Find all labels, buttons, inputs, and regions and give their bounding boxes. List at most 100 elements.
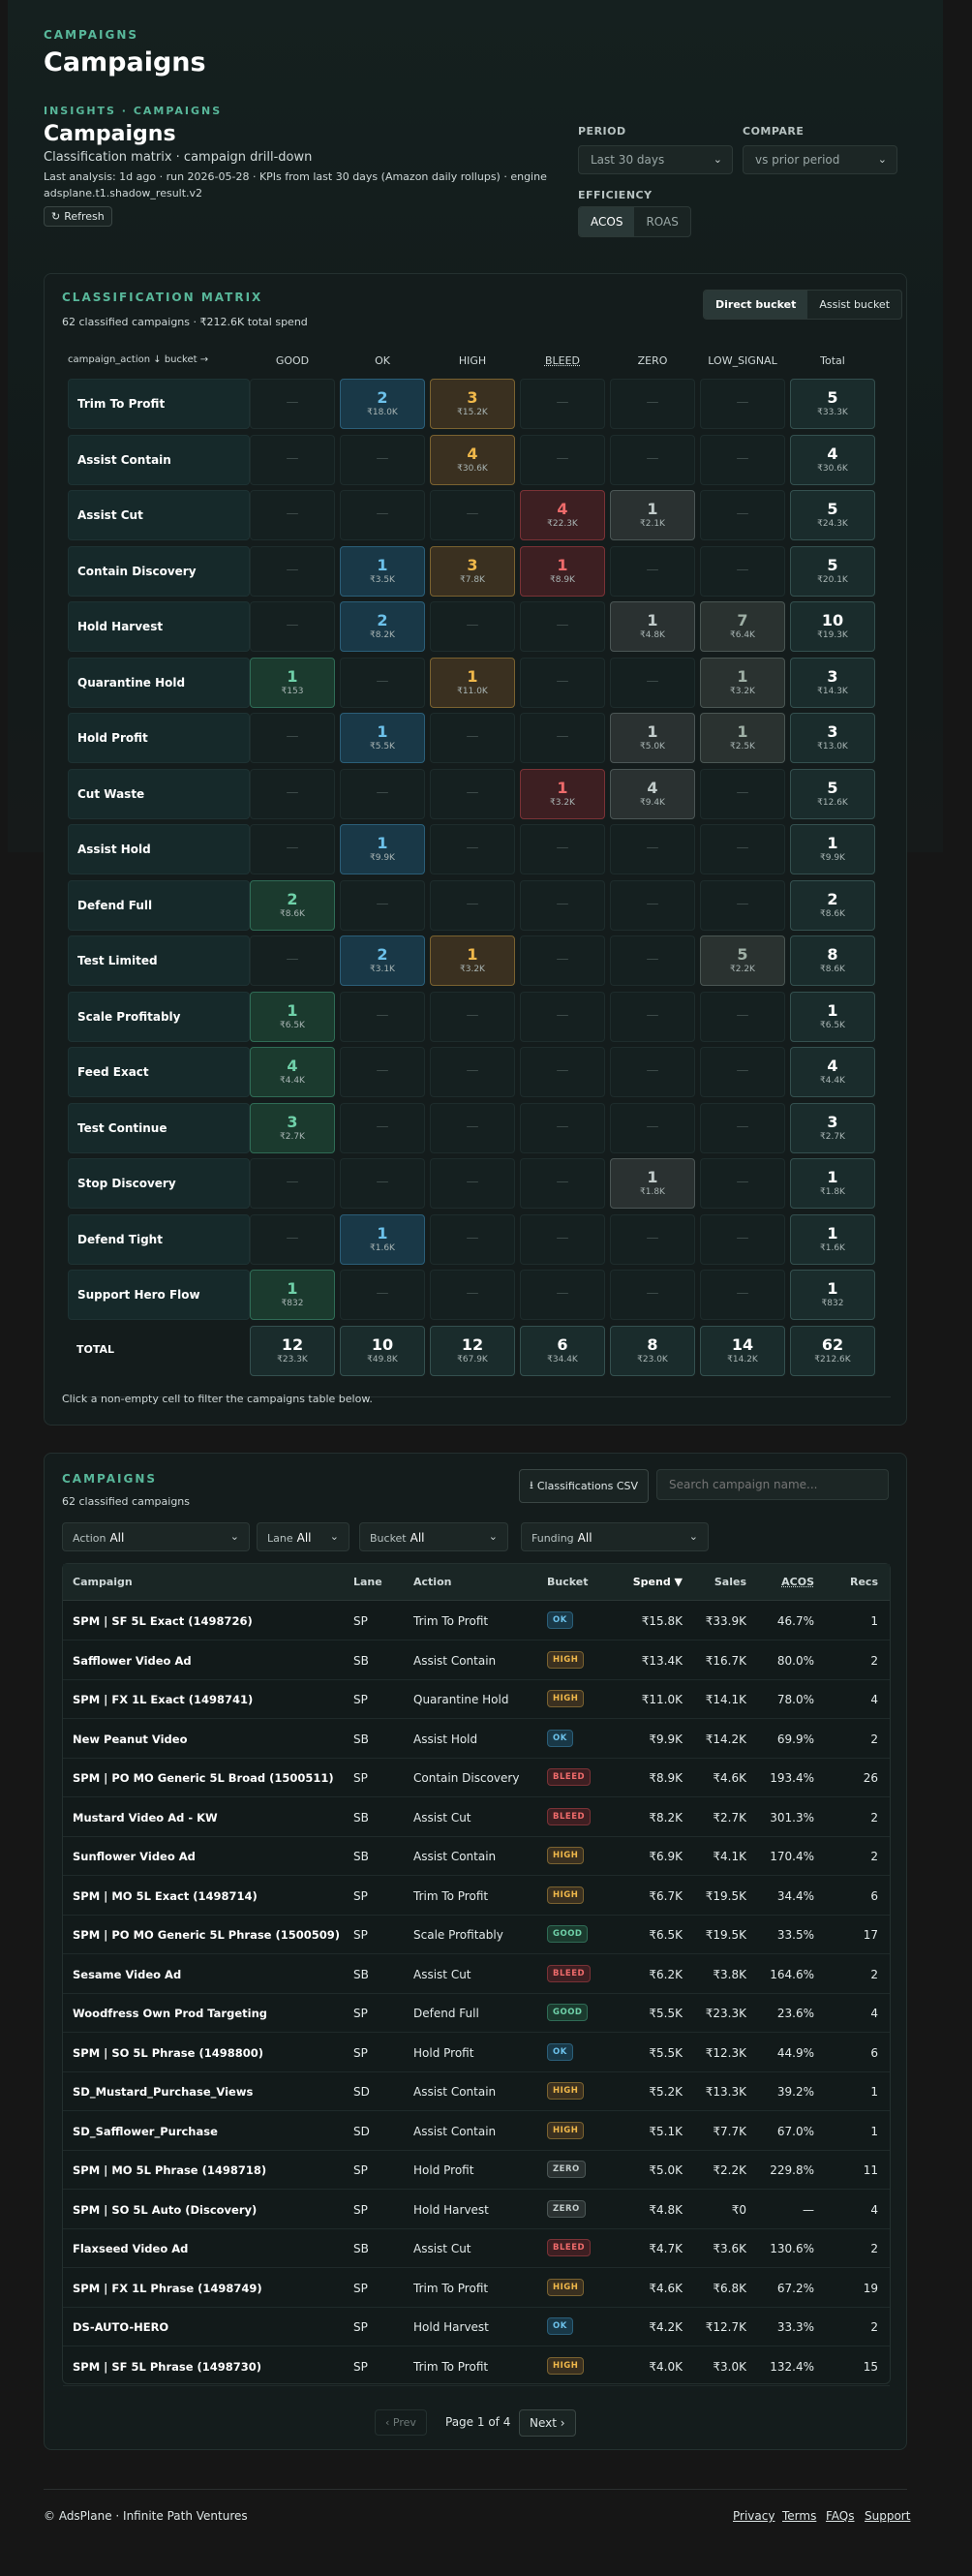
matrix-cell[interactable]: 10 ₹19.3K (790, 601, 875, 652)
matrix-cell[interactable]: 5 ₹12.6K (790, 768, 875, 819)
efficiency-roas[interactable]: ROAS (646, 215, 679, 229)
matrix-total-cell[interactable]: 12 ₹67.9K (430, 1325, 515, 1376)
matrix-cell[interactable]: 1 ₹153 (250, 657, 335, 708)
matrix-cell[interactable]: 3 ₹15.2K (430, 379, 515, 429)
matrix-total-cell[interactable]: 62 ₹212.6K (790, 1325, 875, 1376)
matrix-cell[interactable]: 4 ₹30.6K (790, 434, 875, 485)
matrix-total-cell[interactable]: 14 ₹14.2K (700, 1325, 785, 1376)
table-row[interactable]: Safflower Video Ad SB Assist Contain HIGH ₹1… (63, 1641, 890, 1680)
matrix-cell[interactable]: 1 ₹8.9K (520, 545, 605, 597)
table-row[interactable]: SPM | PO MO Generic 5L Broad (1500511) SP… (63, 1758, 890, 1797)
compare-select[interactable]: vs prior period ⌄ (743, 145, 897, 174)
matrix-cell[interactable]: 2 ₹3.1K (340, 935, 425, 986)
refresh-button[interactable]: ↻ Refresh (44, 206, 112, 227)
col-recs[interactable]: Recs (850, 1576, 878, 1588)
table-row[interactable]: SPM | FX 1L Exact (1498741) SP Quarantine … (63, 1679, 890, 1719)
next-page-button[interactable]: Next › (519, 2409, 576, 2437)
matrix-cell[interactable]: 8 ₹8.6K (790, 935, 875, 986)
matrix-cell[interactable]: 1 ₹5.5K (340, 713, 425, 763)
matrix-cell[interactable]: 1 ₹3.2K (430, 935, 515, 986)
table-row[interactable]: SPM | SO 5L Phrase (1498800) SP Hold Profi… (63, 2033, 890, 2072)
period-select[interactable]: Last 30 days ⌄ (578, 145, 733, 174)
funding-filter[interactable]: Funding All ⌄ (521, 1522, 709, 1551)
table-row[interactable]: SPM | MO 5L Exact (1498714) SP Trim To Pro… (63, 1876, 890, 1916)
col-action[interactable]: Action (413, 1576, 452, 1588)
col-spend[interactable]: Spend ▼ (632, 1576, 683, 1588)
col-campaign[interactable]: Campaign (73, 1576, 133, 1588)
matrix-total-cell[interactable]: 12 ₹23.3K (250, 1325, 335, 1376)
direct-bucket-toggle[interactable]: Direct bucket (704, 291, 808, 319)
table-row[interactable]: Mustard Video Ad - KW SB Assist Cut BLEED ₹8… (63, 1797, 890, 1837)
matrix-cell[interactable]: 1 ₹2.1K (610, 490, 695, 540)
footer-link-privacy[interactable]: Privacy (733, 2509, 775, 2523)
table-row[interactable]: Woodfress Own Prod Targeting SP Defend Ful… (63, 1993, 890, 2033)
col-lane[interactable]: Lane (353, 1576, 382, 1588)
table-row[interactable]: SD_Mustard_Purchase_Views SD Assist Contai… (63, 2071, 890, 2111)
matrix-cell[interactable]: 2 ₹8.6K (250, 879, 335, 931)
assist-bucket-toggle[interactable]: Assist bucket (819, 298, 891, 311)
prev-page-button[interactable]: ‹ Prev (375, 2409, 427, 2436)
matrix-cell[interactable]: 3 ₹13.0K (790, 713, 875, 763)
matrix-cell[interactable]: 1 ₹1.8K (610, 1158, 695, 1209)
matrix-total-cell[interactable]: 10 ₹49.8K (340, 1325, 425, 1376)
matrix-cell[interactable]: 4 ₹22.3K (520, 490, 605, 540)
table-row[interactable]: Sesame Video Ad SB Assist Cut BLEED ₹6.2K ₹3.… (63, 1954, 890, 1994)
matrix-cell[interactable]: 1 ₹9.9K (790, 824, 875, 874)
matrix-cell[interactable]: 1 ₹1.8K (790, 1158, 875, 1209)
matrix-cell[interactable]: 3 ₹7.8K (430, 545, 515, 597)
matrix-cell[interactable]: 3 ₹14.3K (790, 657, 875, 708)
col-bucket[interactable]: Bucket (547, 1576, 589, 1588)
matrix-cell[interactable]: 1 ₹832 (790, 1270, 875, 1320)
matrix-cell[interactable]: 4 ₹30.6K (430, 434, 515, 485)
table-row[interactable]: Sunflower Video Ad SB Assist Contain HIGH ₹6… (63, 1836, 890, 1876)
matrix-cell[interactable]: 1 ₹3.2K (700, 657, 785, 708)
matrix-cell[interactable]: 4 ₹9.4K (610, 768, 695, 819)
matrix-cell[interactable]: 1 ₹9.9K (340, 824, 425, 874)
table-row[interactable]: SPM | SF 5L Exact (1498726) SP Trim To Pro… (63, 1601, 890, 1641)
matrix-total-cell[interactable]: 6 ₹34.4K (520, 1325, 605, 1376)
matrix-cell[interactable]: 2 ₹8.2K (340, 601, 425, 652)
matrix-cell[interactable]: 1 ₹5.0K (610, 713, 695, 763)
lane-filter[interactable]: Lane All ⌄ (257, 1522, 349, 1551)
matrix-cell[interactable]: 1 ₹3.2K (520, 768, 605, 819)
table-row[interactable]: SPM | FX 1L Phrase (1498749) SP Trim To Pr… (63, 2268, 890, 2308)
bucket-filter[interactable]: Bucket All ⌄ (359, 1522, 508, 1551)
matrix-cell[interactable]: 2 ₹18.0K (340, 379, 425, 429)
matrix-cell[interactable]: 1 ₹3.5K (340, 545, 425, 597)
matrix-total-cell[interactable]: 8 ₹23.0K (610, 1325, 695, 1376)
table-row[interactable]: New Peanut Video SB Assist Hold OK ₹9.9K ₹14.… (63, 1719, 890, 1759)
matrix-cell[interactable]: 1 ₹1.6K (340, 1213, 425, 1265)
matrix-cell[interactable]: 4 ₹4.4K (250, 1047, 335, 1097)
table-row[interactable]: SPM | PO MO Generic 5L Phrase (1500509) S… (63, 1915, 890, 1954)
matrix-cell[interactable]: 1 ₹6.5K (250, 991, 335, 1042)
table-row[interactable]: SD_Safflower_Purchase SD Assist Contain HIG… (63, 2111, 890, 2151)
matrix-cell[interactable]: 2 ₹8.6K (790, 879, 875, 931)
col-acos[interactable]: ACOS (781, 1576, 814, 1588)
csv-export-button[interactable]: ⭳ Classifications CSV (519, 1469, 650, 1503)
matrix-cell[interactable]: 3 ₹2.7K (790, 1102, 875, 1153)
matrix-cell[interactable]: 5 ₹20.1K (790, 545, 875, 597)
footer-link-faqs[interactable]: FAQs (826, 2509, 855, 2523)
table-row[interactable]: DS-AUTO-HERO SP Hold Harvest OK ₹4.2K ₹12.7K 3… (63, 2307, 890, 2346)
campaign-search-input[interactable] (656, 1469, 889, 1500)
table-row[interactable]: SPM | SF 5L Phrase (1498730) SP Trim To Pr… (63, 2346, 890, 2386)
table-row[interactable]: SPM | SO 5L Auto (Discovery) SP Hold Harve… (63, 2190, 890, 2229)
table-row[interactable]: SPM | MO 5L Phrase (1498718) SP Hold Profi… (63, 2150, 890, 2190)
matrix-cell[interactable]: 1 ₹2.5K (700, 713, 785, 763)
matrix-cell[interactable]: 5 ₹33.3K (790, 379, 875, 429)
matrix-cell[interactable]: 1 ₹4.8K (610, 601, 695, 652)
footer-link-terms[interactable]: Terms (782, 2509, 817, 2523)
col-sales[interactable]: Sales (714, 1576, 746, 1588)
action-filter[interactable]: Action All ⌄ (62, 1522, 250, 1551)
table-row[interactable]: Flaxseed Video Ad SB Assist Cut BLEED ₹4.7K ₹… (63, 2228, 890, 2268)
matrix-cell[interactable]: 1 ₹11.0K (430, 657, 515, 708)
matrix-cell[interactable]: 1 ₹6.5K (790, 991, 875, 1042)
efficiency-acos[interactable]: ACOS (579, 207, 635, 236)
matrix-cell[interactable]: 5 ₹2.2K (700, 935, 785, 986)
matrix-cell[interactable]: 1 ₹832 (250, 1270, 335, 1320)
footer-link-support[interactable]: Support (865, 2509, 911, 2523)
matrix-cell[interactable]: 5 ₹24.3K (790, 490, 875, 540)
matrix-cell[interactable]: 4 ₹4.4K (790, 1047, 875, 1097)
matrix-cell[interactable]: 3 ₹2.7K (250, 1102, 335, 1153)
matrix-cell[interactable]: 1 ₹1.6K (790, 1213, 875, 1265)
